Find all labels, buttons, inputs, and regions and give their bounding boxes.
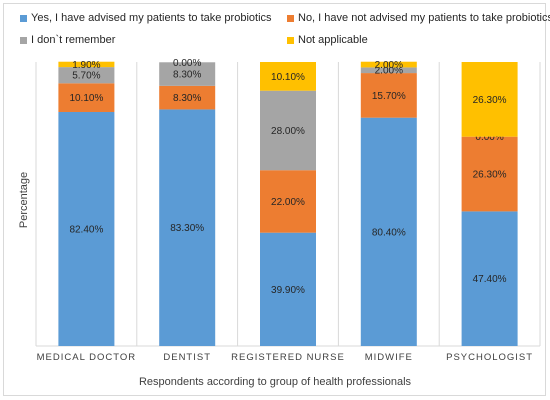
data-label: 26.30% [473,170,507,181]
data-label: 15.70% [372,91,406,102]
category-label: DENTIST [163,352,211,363]
bar-segment [260,170,316,233]
y-axis-label: Percentage [18,171,30,229]
bar-segment [58,111,115,346]
legend: Yes, I have advised my patients to take … [0,0,550,60]
legend-item-not-applicable: Not applicable [287,34,368,46]
bar-segment [360,117,417,346]
data-label: 8.30% [173,70,201,81]
data-label: 39.90% [271,285,305,296]
legend-item-dont-remember: I don`t remember [20,34,115,46]
data-label: 22.00% [271,197,305,208]
data-label: 5.70% [72,71,100,82]
bar-segment [260,232,316,346]
data-label: 10.10% [271,72,305,83]
bar-segment [159,85,216,110]
bar-segment [58,61,115,68]
category-label: PSYCHOLOGIST [446,352,533,363]
category-label: MEDICAL DOCTOR [37,352,137,363]
data-label: 28.00% [271,126,305,137]
bar-segment [461,62,518,137]
bar-segment [360,73,417,118]
legend-label-yes: Yes, I have advised my patients to take … [31,12,272,24]
legend-swatch-yes [20,14,27,22]
data-label: 10.10% [69,93,103,104]
bar-segment [159,109,216,346]
category-label: REGISTERED NURSE [231,352,345,363]
data-label: 80.40% [372,227,406,238]
bar-segment [58,67,115,84]
bar-segment [58,83,115,112]
data-label: 2.00% [375,60,403,71]
bar-segment [260,90,316,171]
bar-segment [360,67,417,74]
data-label: 47.40% [473,274,507,285]
bar-segment [461,136,518,212]
legend-item-yes: Yes, I have advised my patients to take … [20,12,272,24]
data-label: 1.90% [72,60,100,71]
legend-swatch-dont-remember [20,36,27,44]
legend-item-no: No, I have not advised my patients to ta… [287,12,550,24]
data-label: 0.00% [173,58,201,69]
data-label: 2.00% [375,66,403,77]
data-label: 0.00% [475,132,503,143]
category-label: MIDWIFE [365,352,413,363]
data-label: 83.30% [170,223,204,234]
bar-segment [260,62,316,91]
legend-swatch-no [287,14,294,22]
data-label: 26.30% [473,95,507,106]
bar-segment [159,62,216,86]
data-label: 82.40% [69,224,103,235]
x-axis-label: Respondents according to group of health… [138,376,412,388]
legend-swatch-not-applicable [287,36,294,44]
bar-segment [360,61,417,68]
legend-label-dont-remember: I don`t remember [31,34,116,46]
data-label: 8.30% [173,93,201,104]
legend-label-no: No, I have not advised my patients to ta… [298,12,550,24]
legend-label-not-applicable: Not applicable [298,34,368,46]
bar-segment [461,211,518,346]
